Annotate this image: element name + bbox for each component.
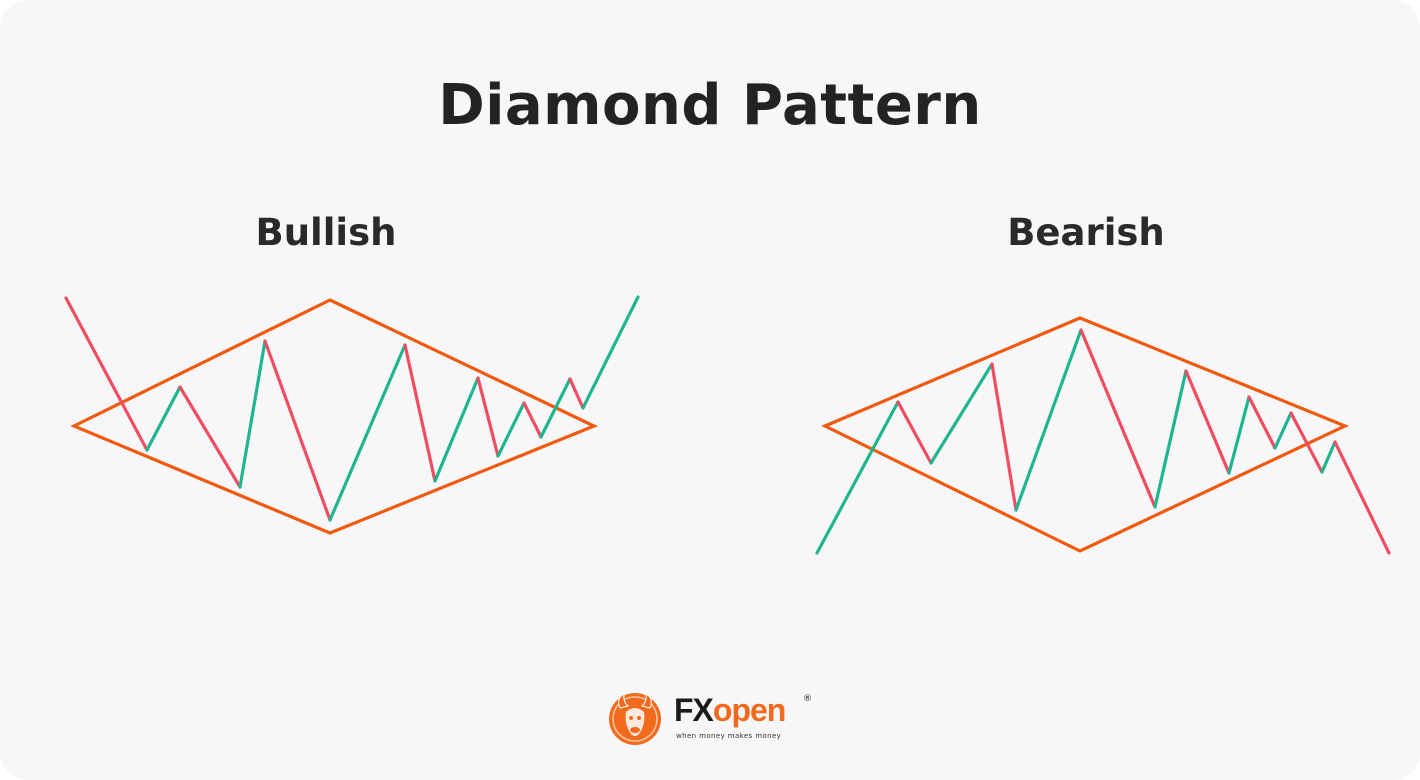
bearish-price-up-segment [1320,440,1337,474]
bullish-diamond-outline [70,298,598,535]
bearish-price-down-segment [1079,328,1157,509]
bullish-price-down-segment [64,296,149,452]
bearish-price-up-segment [1014,328,1083,512]
bullish-diagram [64,295,640,535]
bearish-price-up-segment [815,400,900,555]
bearish-price-down-segment [1333,440,1391,555]
bullish-price-up-segment [238,339,267,489]
bullish-price-up-segment [433,376,480,483]
bullish-price-up-segment [496,401,526,458]
bullish-price-down-segment [522,401,543,439]
logo-fx-text: FX [674,692,714,728]
bullish-price-down-segment [178,385,242,489]
bearish-price-down-segment [1289,411,1324,474]
bullish-price-down-segment [476,376,500,458]
page-title: Diamond Pattern [438,73,982,138]
bull-head-icon [609,693,661,745]
bullish-price-down-segment [568,377,585,410]
bearish-price-down-segment [1247,395,1277,450]
registered-mark: ® [803,694,812,704]
bearish-price-up-segment [1273,411,1293,450]
bearish-price-down-segment [990,362,1018,512]
bearish-price-up-segment [1227,395,1251,475]
bearish-price-up-segment [1153,369,1188,509]
bearish-price-down-segment [896,400,933,465]
bearish-price-up-segment [929,362,994,465]
bullish-price-up-segment [145,385,182,452]
fxopen-logo: FXopen ® when money makes money [606,688,826,752]
bearish-diamond-outline [821,316,1349,553]
bearish-price-down-segment [1184,369,1231,475]
logo-wordmark: FXopen [674,692,786,728]
bullish-price-up-segment [581,295,640,410]
bullish-price-up-segment [328,343,407,522]
bullish-label: Bullish [255,211,397,254]
bullish-price-down-segment [263,339,332,522]
bearish-label: Bearish [1007,211,1165,254]
bearish-diagram [815,316,1391,555]
logo-tagline: when money makes money [676,732,782,740]
logo-open-text: open [712,692,786,728]
bullish-price-down-segment [403,343,437,483]
bullish-price-up-segment [539,377,572,439]
